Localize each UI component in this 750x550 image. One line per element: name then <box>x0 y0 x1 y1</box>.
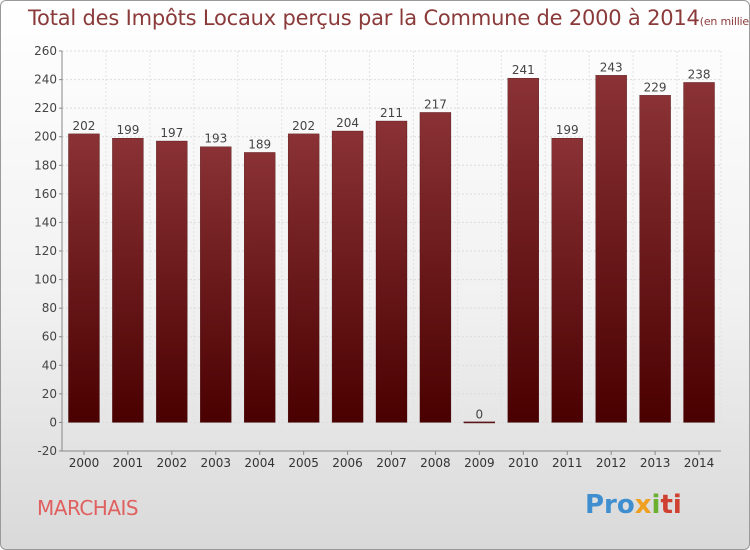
data-label-2011: 199 <box>556 123 579 137</box>
x-tick-label-2000: 2000 <box>69 456 100 470</box>
x-tick-label-2014: 2014 <box>684 456 715 470</box>
x-tick-label-2010: 2010 <box>508 456 539 470</box>
data-label-2001: 199 <box>116 123 139 137</box>
data-label-2002: 197 <box>160 126 183 140</box>
bar-2001 <box>112 137 144 423</box>
chart-title-text: Total des Impôts Locaux perçus par la Co… <box>28 6 700 30</box>
x-tick-label-2006: 2006 <box>332 456 363 470</box>
y-tick-label: 180 <box>34 158 57 172</box>
y-tick-label: 60 <box>42 330 57 344</box>
data-label-2005: 202 <box>292 119 315 133</box>
y-tick-label: 120 <box>34 244 57 258</box>
bar-2006 <box>331 130 364 423</box>
y-tick-label: 40 <box>42 358 57 372</box>
x-tick-label-2007: 2007 <box>376 456 407 470</box>
data-label-2014: 238 <box>688 67 711 81</box>
x-tick-label-2013: 2013 <box>640 456 671 470</box>
axes: -200204060801001201401601802002202402602… <box>34 44 721 470</box>
logo-part-4: ti <box>660 490 682 520</box>
chart-unit: (en milliers d'€) <box>699 15 749 28</box>
bar-2014 <box>683 82 715 423</box>
data-label-2007: 211 <box>380 106 403 120</box>
y-tick-label: 240 <box>34 73 57 87</box>
bar-2010 <box>507 77 539 423</box>
x-tick-label-2004: 2004 <box>244 456 275 470</box>
x-tick-label-2011: 2011 <box>552 456 583 470</box>
y-tick-label: 260 <box>34 44 57 58</box>
bar-2003 <box>200 146 232 423</box>
chart-title: Total des Impôts Locaux perçus par la Co… <box>28 6 749 30</box>
x-tick-label-2002: 2002 <box>157 456 188 470</box>
x-tick-label-2003: 2003 <box>200 456 231 470</box>
x-tick-label-2001: 2001 <box>113 456 144 470</box>
x-tick-label-2009: 2009 <box>464 456 495 470</box>
data-label-2013: 229 <box>644 80 667 94</box>
y-tick-label: 0 <box>49 415 57 429</box>
bar-2013 <box>639 95 671 423</box>
bar-2007 <box>375 120 408 423</box>
data-label-2010: 241 <box>512 63 535 77</box>
bar-2000 <box>68 133 100 423</box>
bar-2008 <box>419 112 452 423</box>
data-labels: 202 199 197 193 189 202 204 211 217 0 241 199 243 229… <box>73 60 711 421</box>
x-tick-label-2012: 2012 <box>596 456 627 470</box>
data-label-2008: 217 <box>424 97 447 111</box>
data-label-2006: 204 <box>336 116 359 130</box>
bars <box>68 75 715 424</box>
bar-2012 <box>595 75 627 423</box>
bar-2011 <box>551 137 583 423</box>
y-tick-label: 80 <box>42 301 57 315</box>
data-label-2004: 189 <box>248 137 271 151</box>
y-tick-label: 160 <box>34 187 57 201</box>
proxiti-logo[interactable]: Proxiti <box>585 490 682 520</box>
y-tick-label: 20 <box>42 387 57 401</box>
bar-2004 <box>244 152 276 423</box>
commune-name: MARCHAIS <box>37 496 139 520</box>
y-tick-label: 140 <box>34 215 57 229</box>
y-tick-label: -20 <box>37 444 57 458</box>
bar-2005 <box>287 133 320 423</box>
data-label-2000: 202 <box>73 119 96 133</box>
bar-2002 <box>156 140 188 423</box>
logo-part-2: x <box>634 490 652 520</box>
x-tick-label-2008: 2008 <box>420 456 451 470</box>
y-tick-label: 200 <box>34 130 57 144</box>
y-tick-label: 220 <box>34 101 57 115</box>
x-tick-label-2005: 2005 <box>288 456 319 470</box>
data-label-2009: 0 <box>476 407 484 421</box>
y-tick-label: 100 <box>34 273 57 287</box>
logo-part-1: Pro <box>585 490 635 520</box>
data-label-2012: 243 <box>600 60 623 74</box>
logo-part-3: i <box>651 490 661 520</box>
data-label-2003: 193 <box>204 132 227 146</box>
bar-2009 <box>463 421 496 424</box>
